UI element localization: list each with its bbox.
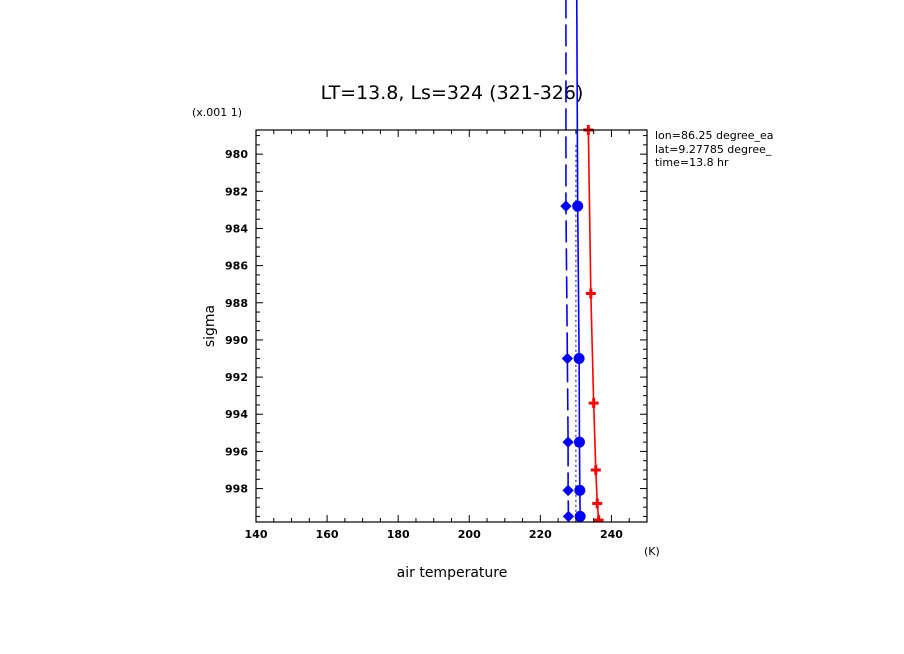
annotation-lon: lon=86.25 degree_ea [655,129,774,142]
data-point [585,288,596,299]
y-axis-label: sigma [202,305,218,347]
annotation-lat: lat=9.27785 degree_ [655,143,772,156]
series-line-3 [587,129,600,521]
x-tick-label: 220 [529,528,552,541]
x-tick-label: 160 [316,528,339,541]
data-point [562,510,575,522]
data-point [560,200,572,212]
y-unit-label: (x.001 1) [192,106,242,119]
data-point [572,200,584,212]
data-point [590,464,601,475]
y-tick-label: 988 [225,297,248,310]
y-tick-label: 998 [225,483,248,496]
y-tick-label: 980 [225,148,248,161]
y-tick-label: 984 [225,222,248,235]
data-point [573,436,585,448]
data-point [562,484,574,497]
x-tick-label: 200 [458,528,481,541]
data-point [573,353,585,365]
x-tick-label: 180 [387,528,410,541]
data-point [574,510,586,522]
data-point [592,498,603,509]
y-tick-label: 986 [225,260,248,273]
y-tick-label: 994 [225,408,248,421]
data-point [593,515,604,522]
data-point [562,436,574,448]
x-axis-label: air temperature [397,565,508,581]
series-layer [560,0,604,522]
y-tick-label: 992 [225,371,248,384]
annotation-time: time=13.8 hr [655,156,729,169]
data-point [561,352,574,365]
data-point [588,398,599,409]
series-line-0 [565,0,570,517]
chart-title: LT=13.8, Ls=324 (321-326) [321,82,584,104]
x-unit-label: (K) [644,545,660,558]
axes-layer: 140 160 180 200 220 240 980 982 984 986 988 990 992 9… [225,129,648,541]
y-tick-label: 982 [225,185,248,198]
x-tick-label: 240 [600,528,623,541]
y-tick-label: 996 [225,445,248,458]
data-point [574,484,586,496]
y-tick-label: 990 [225,334,248,347]
x-tick-label: 140 [245,528,268,541]
plot-frame [255,129,648,523]
